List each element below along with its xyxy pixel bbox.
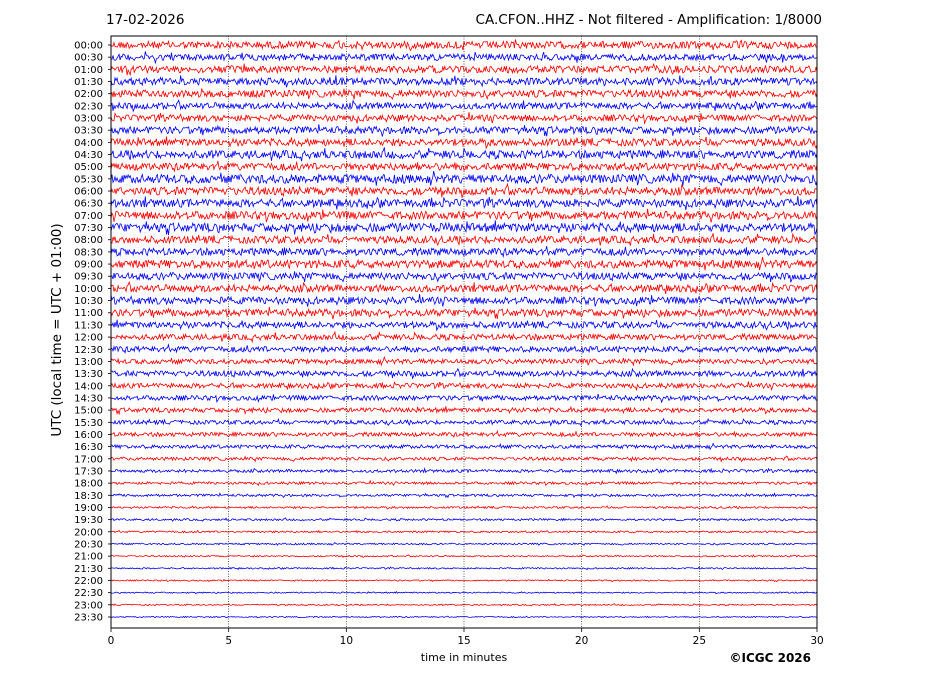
trace-line xyxy=(110,112,818,125)
y-tick-label: 17:30 xyxy=(74,466,103,477)
trace-line xyxy=(110,529,818,534)
y-tick-label: 09:00 xyxy=(74,260,103,271)
y-tick-label: 00:30 xyxy=(74,53,103,64)
y-tick-label: 22:30 xyxy=(74,588,103,599)
x-tick-labels: 0 5 10 15 20 25 30 xyxy=(108,628,824,647)
y-tick-label: 16:30 xyxy=(74,442,103,453)
x-tick-label: 0 xyxy=(108,635,115,647)
x-tick-label: 5 xyxy=(225,635,232,647)
y-tick-label: 07:00 xyxy=(74,211,103,222)
y-tick-label: 15:30 xyxy=(74,418,103,429)
y-tick-label: 19:00 xyxy=(74,503,103,514)
chart-date: 17-02-2026 xyxy=(106,12,185,28)
x-tick-label: 20 xyxy=(575,635,588,647)
trace-line xyxy=(110,517,818,522)
y-tick-label: 07:30 xyxy=(74,223,103,234)
trace-line xyxy=(110,245,818,258)
y-tick-label: 06:30 xyxy=(74,199,103,210)
y-tick-label: 15:00 xyxy=(74,406,103,417)
y-tick-label: 14:00 xyxy=(74,381,103,392)
y-tick-label: 01:30 xyxy=(74,77,103,88)
trace-line xyxy=(110,590,818,595)
y-tick-label: 12:00 xyxy=(74,333,103,344)
y-tick-label: 02:00 xyxy=(74,89,103,100)
y-tick-label: 13:30 xyxy=(74,369,103,380)
chart-title: CA.CFON..HHZ - Not filtered - Amplificat… xyxy=(475,12,822,28)
y-axis-label: UTC (local time = UTC + 01:00) xyxy=(49,223,65,437)
grid-group xyxy=(228,36,700,628)
y-tick-label: 05:30 xyxy=(74,174,103,185)
trace-line xyxy=(110,208,818,223)
trace-line xyxy=(110,232,818,247)
x-tick-label: 30 xyxy=(810,635,823,647)
y-tick-label: 05:00 xyxy=(74,162,103,173)
y-tick-label: 20:00 xyxy=(74,527,103,538)
x-tick-label: 25 xyxy=(693,635,706,647)
y-tick-label: 23:00 xyxy=(74,600,103,611)
x-tick-label: 15 xyxy=(457,635,470,647)
y-tick-label: 14:30 xyxy=(74,393,103,404)
y-tick-label: 02:30 xyxy=(74,101,103,112)
y-tick-label: 21:00 xyxy=(74,552,103,563)
trace-line xyxy=(110,319,818,332)
y-tick-label: 18:00 xyxy=(74,479,103,490)
y-tick-label: 04:00 xyxy=(74,138,103,149)
y-tick-label: 08:00 xyxy=(74,235,103,246)
y-tick-label: 23:30 xyxy=(74,612,103,623)
y-tick-label: 12:30 xyxy=(74,345,103,356)
y-tick-label: 09:30 xyxy=(74,272,103,283)
y-tick-label: 18:30 xyxy=(74,491,103,502)
trace-line xyxy=(110,405,818,416)
y-tick-label: 03:00 xyxy=(74,114,103,125)
copyright-text: ©ICGC 2026 xyxy=(729,651,811,665)
y-tick-label: 17:00 xyxy=(74,454,103,465)
y-tick-label: 13:00 xyxy=(74,357,103,368)
trace-line xyxy=(110,492,818,499)
trace-line xyxy=(110,367,818,380)
y-tick-label: 11:30 xyxy=(74,320,103,331)
y-tick-label: 20:30 xyxy=(74,539,103,550)
x-tick-label: 10 xyxy=(340,635,353,647)
y-tick-label: 22:00 xyxy=(74,576,103,587)
y-tick-label: 08:30 xyxy=(74,247,103,258)
y-tick-label: 16:00 xyxy=(74,430,103,441)
trace-line xyxy=(110,195,818,211)
trace-line xyxy=(110,294,818,307)
trace-line xyxy=(110,393,818,404)
y-tick-label: 03:30 xyxy=(74,126,103,137)
y-tick-label: 01:00 xyxy=(74,65,103,76)
y-tick-label: 10:30 xyxy=(74,296,103,307)
y-tick-label: 21:30 xyxy=(74,564,103,575)
y-tick-label: 10:00 xyxy=(74,284,103,295)
y-tick-label: 19:30 xyxy=(74,515,103,526)
y-tick-label: 06:00 xyxy=(74,187,103,198)
x-axis-label: time in minutes xyxy=(420,651,508,664)
y-tick-label: 11:00 xyxy=(74,308,103,319)
y-tick-label: 04:30 xyxy=(74,150,103,161)
trace-line xyxy=(110,417,818,427)
y-tick-label: 00:00 xyxy=(74,41,103,52)
